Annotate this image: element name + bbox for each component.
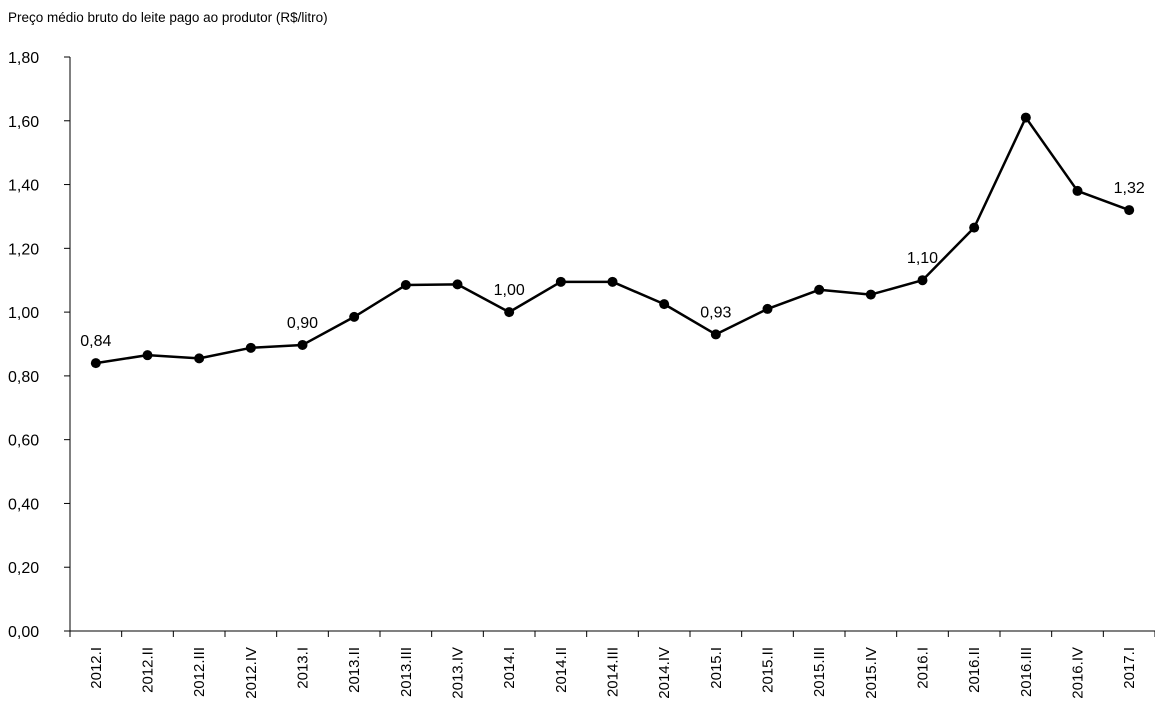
y-tick-label: 0,40 [8,496,39,513]
series-line [95,116,1130,365]
y-axis-ticks: 0,00 0,20 0,40 0,60 0,80 1,00 1,20 1,40 1,60 1,80 [8,50,70,641]
x-tick-label: 2016.II [966,647,983,693]
data-label: 1,10 [907,250,938,267]
data-label: 0,90 [287,315,318,332]
data-point [245,342,256,353]
x-axis-ticks: 2012.I 2012.II 2012.III 2012.IV 2013.I 2013.I… [69,631,1155,699]
data-point [90,358,101,369]
y-tick-label: 0,60 [8,433,39,450]
x-tick-label: 2012.I [88,647,105,689]
data-point [917,275,928,286]
data-label: 0,93 [700,304,731,321]
series-layer [90,112,1135,369]
x-tick-label: 2013.I [295,647,312,689]
x-tick-label: 2014.II [553,647,570,693]
y-tick-label: 1,60 [8,114,39,131]
x-tick-label: 2013.III [398,647,415,697]
data-point [969,222,980,233]
data-label: 0,84 [80,333,111,350]
chart-title: Preço médio bruto do leite pago ao produ… [8,10,328,25]
data-point [1072,185,1083,196]
y-tick-label: 1,20 [8,241,39,258]
data-point [1124,205,1135,216]
data-labels: 0,84 0,90 1,00 0,93 1,10 1,32 [80,180,1145,350]
x-tick-label: 2012.III [191,647,208,697]
x-tick-label: 2016.I [915,647,932,689]
x-tick-label: 2015.III [811,647,828,697]
data-point [452,279,463,290]
data-point [349,311,360,322]
data-point [762,303,773,314]
data-point [297,339,308,350]
x-tick-label: 2015.IV [863,647,880,699]
data-point [710,329,721,340]
data-point [504,307,515,318]
data-point [1020,112,1031,123]
x-tick-label: 2013.II [346,647,363,693]
x-tick-label: 2014.III [605,647,622,697]
data-point [555,276,566,287]
data-point [865,289,876,300]
x-tick-label: 2012.IV [243,647,260,699]
data-point [659,299,670,310]
x-tick-label: 2015.II [760,647,777,693]
x-tick-label: 2016.III [1018,647,1035,697]
data-point [194,353,205,364]
x-tick-label: 2015.I [708,647,725,689]
data-point [400,280,411,291]
axes [69,57,1155,632]
data-point [142,350,153,361]
x-tick-label: 2014.I [501,647,518,689]
x-tick-label: 2013.IV [450,647,467,699]
data-label: 1,00 [494,282,525,299]
data-point [607,276,618,287]
y-tick-label: 1,80 [8,50,39,67]
y-tick-label: 0,20 [8,560,39,577]
x-tick-label: 2014.IV [656,647,673,699]
data-point [814,284,825,295]
x-tick-label: 2012.II [140,647,157,693]
y-tick-label: 0,80 [8,369,39,386]
x-tick-label: 2016.IV [1070,647,1087,699]
y-tick-label: 0,00 [8,624,39,641]
x-tick-label: 2017.I [1121,647,1138,689]
y-tick-label: 1,40 [8,178,39,195]
data-label: 1,32 [1114,180,1145,197]
y-tick-label: 1,00 [8,305,39,322]
